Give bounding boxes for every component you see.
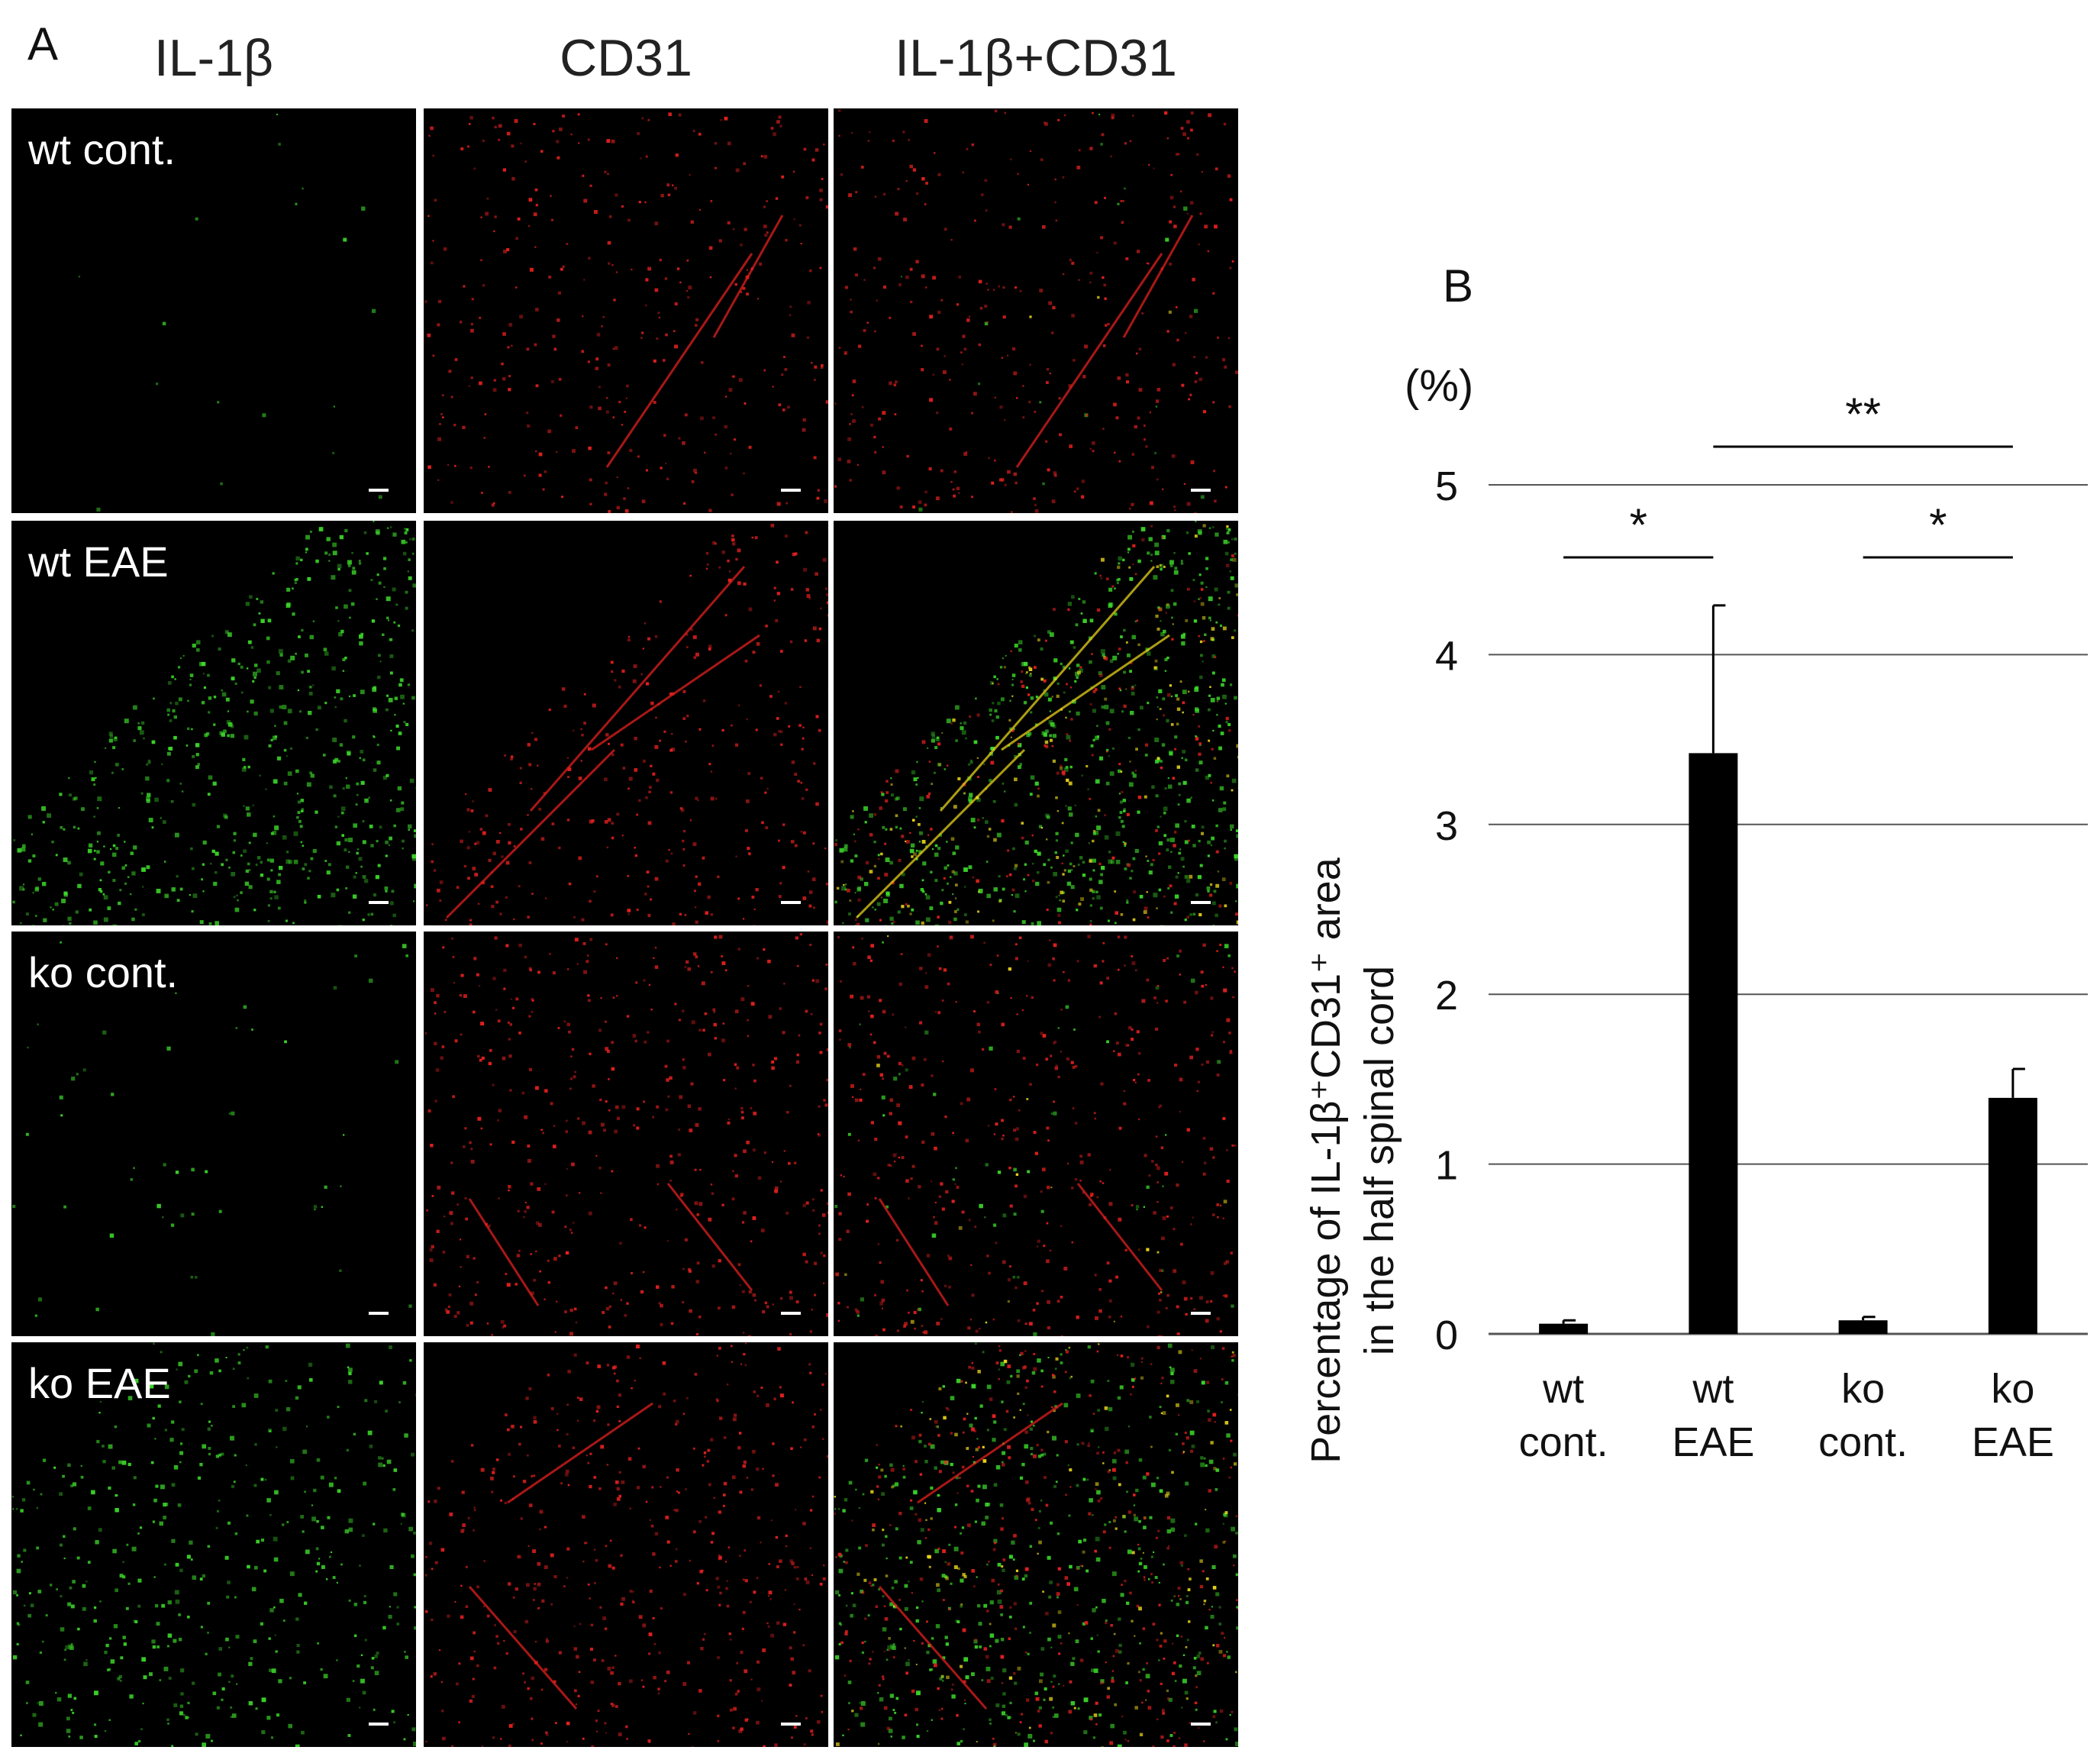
scale-bar [781,489,801,492]
micrograph-ko-cont-cd31 [424,932,828,1336]
bar [1539,1323,1589,1334]
x-tick-label: cont. [1519,1419,1608,1465]
scale-bar [1191,1723,1211,1726]
x-tick-label: wt [1542,1366,1584,1412]
y-tick-label: 3 [1435,803,1458,849]
row-label-ko-eae: ko EAE [28,1359,171,1407]
bar [1838,1320,1888,1334]
micrograph-wt-eae-merge [834,521,1238,925]
x-tick-label: ko [1841,1366,1885,1412]
micrograph-ko-cont-il1b: ko cont. [11,932,416,1336]
bar-chart: B (%) Percentage of IL-1β⁺CD31⁺ area in … [1252,244,2092,1542]
row-label-wt-cont: wt cont. [28,125,176,173]
scale-bar [369,1312,389,1315]
row-label-ko-cont: ko cont. [28,948,179,996]
bar [1689,753,1738,1334]
x-tick-label: EAE [1972,1419,2054,1465]
scale-bar [1191,901,1211,904]
micrograph-ko-eae-cd31 [424,1342,828,1747]
y-unit-label: (%) [1405,361,1473,411]
scale-bar [1191,489,1211,492]
bar-chart-svg: B (%) Percentage of IL-1β⁺CD31⁺ area in … [1303,260,2088,1465]
x-tick-label: ko [1991,1366,2034,1412]
column-header-merge: IL-1β+CD31 [895,29,1177,87]
y-tick-label: 0 [1435,1313,1458,1358]
significance-marker: ** [1845,389,1881,440]
panel-a-letter: A [27,18,59,69]
significance-marker: * [1929,499,1947,551]
micrograph-wt-eae-il1b: wt EAE [11,521,416,925]
y-axis-label-line2: in the half spinal cord [1356,966,1402,1355]
scale-bar [781,901,801,904]
micrograph-ko-eae-merge [834,1342,1238,1747]
scale-bar [369,1723,389,1726]
y-tick-label: 4 [1435,633,1458,679]
x-tick-label: cont. [1818,1419,1908,1465]
y-tick-label: 2 [1435,973,1458,1019]
micrograph-wt-cont-il1b: wt cont. [11,108,416,513]
scale-bar [369,901,389,904]
column-header-il1b: IL-1β [153,29,274,87]
bar [1988,1097,2037,1334]
micrograph-wt-cont-merge [834,108,1238,513]
scale-bar [369,489,389,492]
micrograph-wt-cont-cd31 [424,108,828,513]
column-header-cd31: CD31 [560,29,692,87]
micrograph-wt-eae-cd31 [424,521,828,925]
scale-bar [1191,1312,1211,1315]
x-tick-label: wt [1692,1366,1734,1412]
x-tick-label: EAE [1672,1419,1754,1465]
micrograph-ko-eae-il1b: ko EAE [11,1342,416,1747]
scale-bar [781,1312,801,1315]
row-label-wt-eae: wt EAE [28,538,169,586]
panel-b-letter: B [1443,260,1473,312]
micrograph-ko-cont-merge [834,932,1238,1336]
y-tick-label: 1 [1435,1143,1458,1189]
y-axis-label-line1: Percentage of IL-1β⁺CD31⁺ area [1303,857,1349,1463]
y-tick-label: 5 [1435,463,1458,509]
significance-marker: * [1630,499,1647,551]
scale-bar [781,1723,801,1726]
